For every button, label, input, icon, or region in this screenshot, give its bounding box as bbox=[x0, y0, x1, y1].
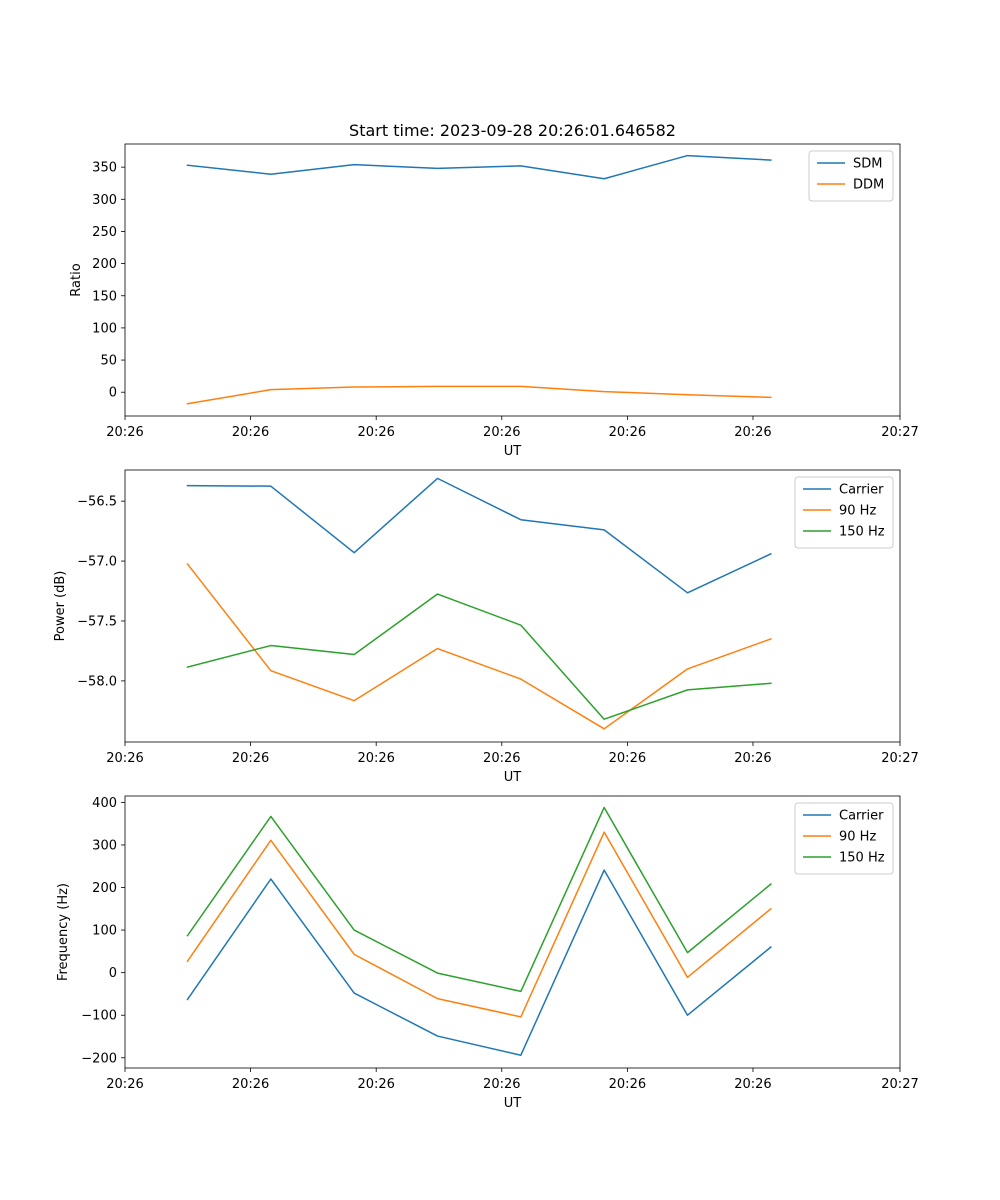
legend: Carrier 90 Hz 150 Hz bbox=[794, 476, 894, 549]
x-tick-label: 20:26 bbox=[609, 425, 646, 440]
legend-label: Carrier bbox=[839, 809, 884, 824]
x-tick-label: 20:26 bbox=[357, 425, 394, 440]
x-tick-label: 20:26 bbox=[357, 751, 394, 766]
series-line-ddm bbox=[186, 385, 772, 405]
plot-3: 20:26 20:26 20:26 20:26 20:26 20:26 20:27 −200 −… bbox=[56, 795, 919, 1111]
y-tick-label: −57.5 bbox=[77, 614, 117, 629]
axes-frame bbox=[124, 469, 901, 743]
y-tick-label: 0 bbox=[109, 966, 117, 981]
x-tick-label: 20:26 bbox=[483, 751, 520, 766]
x-tick-label: 20:26 bbox=[734, 751, 771, 766]
y-tick-label: 200 bbox=[92, 881, 117, 896]
x-tick-label: 20:26 bbox=[609, 751, 646, 766]
y-tick-label: 50 bbox=[100, 354, 117, 369]
y-tick-label: −100 bbox=[81, 1009, 117, 1024]
y-tick-label: 0 bbox=[109, 386, 117, 401]
x-tick-label: 20:26 bbox=[232, 425, 269, 440]
x-tick-label: 20:26 bbox=[232, 751, 269, 766]
axes-frame bbox=[124, 795, 901, 1069]
y-tick-label: −58.0 bbox=[77, 674, 117, 689]
figure-title: Start time: 2023-09-28 20:26:01.646582 bbox=[349, 121, 676, 140]
x-axis-label: UT bbox=[504, 1096, 522, 1111]
x-tick-label: 20:26 bbox=[106, 425, 143, 440]
x-axis-label: UT bbox=[504, 444, 522, 459]
legend-label: 90 Hz bbox=[839, 830, 876, 845]
y-axis-label: Ratio bbox=[69, 263, 84, 296]
series-line-90-hz bbox=[186, 563, 772, 730]
y-tick-label: 300 bbox=[92, 193, 117, 208]
y-tick-label: 300 bbox=[92, 838, 117, 853]
y-tick-label: 250 bbox=[92, 225, 117, 240]
y-axis-label: Power (dB) bbox=[53, 571, 68, 642]
x-tick-label: 20:27 bbox=[881, 425, 918, 440]
x-tick-label: 20:26 bbox=[106, 1077, 143, 1092]
y-tick-label: 200 bbox=[92, 257, 117, 272]
plots: 20:26 20:26 20:26 20:26 20:26 20:26 20:27 0 50 10… bbox=[53, 143, 919, 1111]
series-line-carrier bbox=[186, 869, 772, 1056]
series-line-150-hz bbox=[186, 593, 772, 720]
y-tick-label: 150 bbox=[92, 289, 117, 304]
x-tick-label: 20:26 bbox=[483, 425, 520, 440]
x-axis-label: UT bbox=[504, 770, 522, 785]
legend-label: 150 Hz bbox=[839, 851, 885, 866]
legend-label: SDM bbox=[853, 157, 882, 172]
axes-frame bbox=[124, 143, 901, 417]
y-tick-label: −200 bbox=[81, 1051, 117, 1066]
x-tick-label: 20:27 bbox=[881, 751, 918, 766]
series-line-sdm bbox=[186, 154, 772, 180]
y-tick-label: 100 bbox=[92, 321, 117, 336]
legend-label: Carrier bbox=[839, 483, 884, 498]
legend: SDM DDM bbox=[808, 150, 894, 202]
plot-1: 20:26 20:26 20:26 20:26 20:26 20:26 20:27 0 50 10… bbox=[69, 143, 919, 459]
series-line-90-hz bbox=[186, 831, 772, 1018]
series-line-carrier bbox=[186, 477, 772, 594]
x-tick-label: 20:26 bbox=[357, 1077, 394, 1092]
legend-label: 150 Hz bbox=[839, 525, 885, 540]
y-tick-label: 400 bbox=[92, 796, 117, 811]
legend-label: 90 Hz bbox=[839, 504, 876, 519]
plot-2: 20:26 20:26 20:26 20:26 20:26 20:26 20:27 −58.0… bbox=[53, 469, 919, 785]
legend-label: DDM bbox=[853, 178, 884, 193]
x-tick-label: 20:27 bbox=[881, 1077, 918, 1092]
x-tick-label: 20:26 bbox=[734, 425, 771, 440]
x-tick-label: 20:26 bbox=[734, 1077, 771, 1092]
y-tick-label: 350 bbox=[92, 161, 117, 176]
x-tick-label: 20:26 bbox=[232, 1077, 269, 1092]
y-tick-label: 100 bbox=[92, 924, 117, 939]
y-axis-label: Frequency (Hz) bbox=[56, 883, 71, 981]
y-tick-label: −56.5 bbox=[77, 495, 117, 510]
y-tick-label: −57.0 bbox=[77, 555, 117, 570]
x-tick-label: 20:26 bbox=[483, 1077, 520, 1092]
x-tick-label: 20:26 bbox=[106, 751, 143, 766]
x-tick-label: 20:26 bbox=[609, 1077, 646, 1092]
series-line-150-hz bbox=[186, 806, 772, 993]
legend: Carrier 90 Hz 150 Hz bbox=[794, 802, 894, 875]
